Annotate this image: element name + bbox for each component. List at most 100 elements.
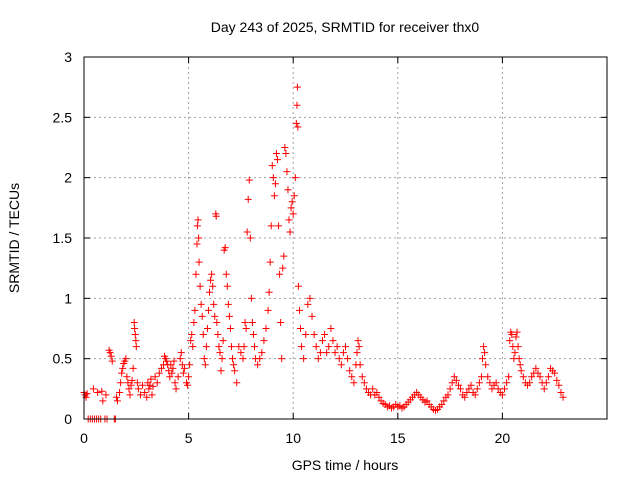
data-point	[203, 325, 211, 332]
data-point	[201, 361, 209, 369]
data-point	[323, 349, 331, 357]
data-point	[353, 349, 361, 357]
data-point	[240, 343, 248, 351]
data-point	[209, 282, 217, 290]
data-point	[132, 343, 140, 351]
data-point	[107, 352, 115, 360]
y-tick-label: 1	[64, 290, 72, 306]
data-point	[290, 192, 298, 200]
data-point	[277, 318, 285, 326]
data-point	[218, 355, 226, 363]
data-point	[244, 195, 252, 203]
data-point	[239, 355, 247, 363]
data-point	[250, 343, 258, 351]
data-point	[188, 331, 196, 339]
data-point	[308, 312, 316, 320]
data-point	[553, 376, 561, 384]
data-point	[551, 369, 559, 377]
data-point	[210, 300, 218, 308]
data-point	[153, 379, 161, 387]
data-point	[129, 364, 137, 372]
data-point	[191, 306, 199, 314]
y-tick-label: 0.5	[53, 351, 73, 367]
data-point	[243, 228, 251, 236]
data-point	[514, 343, 522, 351]
data-point	[448, 379, 456, 387]
data-point	[197, 300, 205, 308]
data-point	[265, 288, 273, 296]
data-point	[117, 379, 125, 387]
data-point	[289, 210, 297, 218]
data-point	[148, 391, 156, 399]
data-point	[185, 373, 193, 381]
data-point	[122, 355, 130, 363]
data-point	[247, 294, 255, 302]
y-axis-label: SRMTID / TECUs	[6, 183, 22, 293]
data-point	[136, 391, 144, 399]
data-point	[312, 343, 320, 351]
data-points	[80, 83, 567, 423]
chart-title: Day 243 of 2025, SRMTID for receiver thx…	[211, 19, 480, 35]
data-point	[151, 373, 159, 381]
data-point	[498, 391, 506, 399]
data-point	[149, 382, 157, 390]
data-point	[176, 355, 184, 363]
x-axis-ticks: 0 5 10 15 20	[80, 57, 510, 446]
data-point	[515, 355, 523, 363]
data-point	[174, 373, 182, 381]
data-point	[179, 369, 187, 377]
data-point	[284, 186, 292, 194]
data-point	[268, 162, 276, 170]
data-point	[262, 325, 270, 332]
data-point	[193, 222, 201, 230]
data-point	[355, 343, 363, 351]
data-point	[254, 361, 262, 369]
data-point	[333, 343, 341, 351]
data-point	[480, 343, 488, 351]
data-point	[304, 300, 312, 308]
data-point	[169, 364, 177, 372]
data-point	[544, 373, 552, 381]
data-point	[542, 379, 550, 387]
data-point	[172, 385, 180, 393]
data-point	[287, 204, 295, 212]
data-point	[356, 361, 364, 369]
data-point	[155, 369, 163, 377]
data-point	[294, 123, 302, 131]
data-point	[475, 379, 483, 387]
data-point	[278, 355, 286, 363]
data-point	[131, 331, 139, 339]
data-point	[536, 373, 544, 381]
data-point	[329, 337, 337, 345]
y-tick-label: 0	[64, 411, 72, 427]
data-point	[128, 376, 136, 384]
data-point	[189, 343, 197, 351]
x-tick-label: 20	[495, 430, 511, 446]
data-point	[170, 357, 178, 365]
data-point	[125, 385, 133, 393]
data-point	[227, 343, 235, 351]
data-point	[298, 343, 306, 351]
data-point	[438, 401, 446, 409]
data-point	[206, 288, 214, 296]
data-point	[266, 258, 274, 266]
data-point	[279, 264, 287, 272]
data-point	[223, 282, 231, 290]
data-point	[302, 331, 310, 339]
data-point	[310, 331, 318, 339]
data-point	[145, 385, 153, 393]
data-point	[337, 361, 345, 369]
data-point	[113, 397, 121, 405]
data-point	[473, 385, 481, 393]
data-point	[187, 337, 195, 345]
data-point	[492, 379, 500, 387]
plot-frame	[83, 56, 608, 420]
data-point	[503, 379, 511, 387]
data-point	[494, 385, 502, 393]
x-tick-label: 5	[185, 430, 193, 446]
data-point	[168, 369, 176, 377]
data-point	[233, 379, 241, 387]
data-point	[199, 331, 207, 339]
data-point	[281, 144, 289, 151]
data-point	[200, 355, 208, 363]
